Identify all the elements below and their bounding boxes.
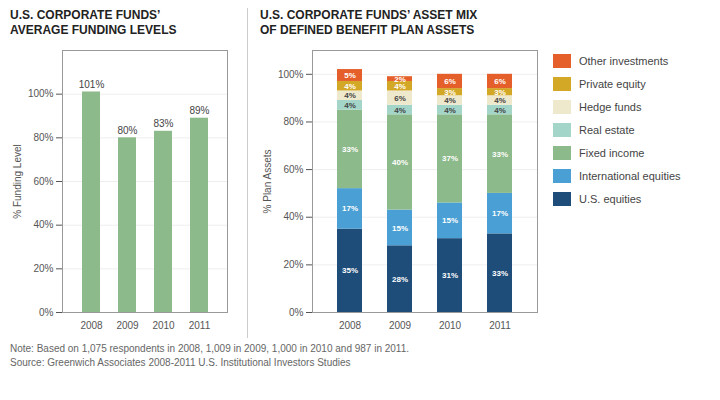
html-text:International equities: International equities (579, 170, 681, 182)
svg-text:4%: 4% (494, 96, 506, 105)
svg-text:0%: 0% (39, 307, 54, 318)
svg-text:20%: 20% (33, 263, 53, 274)
svg-text:2011: 2011 (489, 320, 511, 331)
svg-text:% Funding Level: % Funding Level (12, 144, 23, 219)
svg-text:2011: 2011 (189, 320, 211, 331)
svg-text:4%: 4% (494, 106, 506, 115)
svg-text:33%: 33% (492, 269, 508, 278)
svg-text:80%: 80% (117, 125, 137, 136)
svg-text:3%: 3% (494, 88, 506, 97)
svg-text:% Plan Assets: % Plan Assets (262, 150, 273, 214)
svg-text:4%: 4% (344, 101, 356, 110)
svg-text:4%: 4% (444, 96, 456, 105)
svg-text:83%: 83% (153, 118, 173, 129)
svg-text:35%: 35% (342, 266, 358, 275)
svg-text:2010: 2010 (152, 320, 175, 331)
html-text:Fixed income: Fixed income (579, 147, 645, 159)
svg-text:4%: 4% (394, 106, 406, 115)
svg-text:6%: 6% (494, 77, 506, 86)
svg-text:4%: 4% (394, 81, 406, 91)
html-text:U.S. equities: U.S. equities (579, 193, 642, 205)
svg-text:89%: 89% (189, 105, 209, 116)
svg-text:100%: 100% (278, 69, 304, 80)
svg-text:80%: 80% (283, 116, 303, 127)
svg-text:0%: 0% (289, 307, 304, 318)
html-text:Source: Greenwich Associates 2: Source: Greenwich Associates 2008-2011 U… (10, 357, 351, 368)
svg-text:33%: 33% (492, 150, 508, 159)
svg-text:28%: 28% (392, 275, 408, 284)
html-text:Real estate: Real estate (579, 124, 635, 136)
svg-text:5%: 5% (344, 71, 356, 80)
svg-text:2008: 2008 (339, 320, 362, 331)
html-text:OF DEFINED BENEFIT PLAN ASSETS: OF DEFINED BENEFIT PLAN ASSETS (260, 23, 475, 37)
svg-text:17%: 17% (342, 204, 358, 213)
svg-text:20%: 20% (283, 259, 303, 270)
svg-text:80%: 80% (33, 132, 53, 143)
svg-text:2009: 2009 (116, 320, 139, 331)
svg-text:4%: 4% (444, 106, 456, 115)
svg-text:15%: 15% (392, 224, 408, 233)
svg-text:31%: 31% (442, 271, 458, 280)
svg-text:60%: 60% (283, 164, 303, 175)
svg-text:33%: 33% (342, 145, 358, 154)
html-text:Other investments: Other investments (579, 55, 669, 67)
svg-text:4%: 4% (344, 91, 356, 100)
html-text:Private equity: Private equity (579, 78, 646, 90)
svg-text:100%: 100% (28, 88, 54, 99)
html-text:Note: Based on 1,075 responden: Note: Based on 1,075 respondents in 2008… (10, 343, 409, 354)
html-text:U.S. CORPORATE FUNDS’: U.S. CORPORATE FUNDS’ (10, 8, 161, 22)
svg-text:40%: 40% (283, 211, 303, 222)
svg-text:15%: 15% (442, 216, 458, 225)
svg-text:2008: 2008 (80, 320, 103, 331)
html-text:U.S. CORPORATE FUNDS’ ASSET MI: U.S. CORPORATE FUNDS’ ASSET MIX (260, 8, 478, 22)
svg-text:2010: 2010 (439, 320, 462, 331)
svg-text:101%: 101% (79, 79, 105, 90)
svg-text:2%: 2% (394, 75, 406, 84)
svg-text:4%: 4% (344, 82, 356, 91)
svg-text:6%: 6% (394, 94, 406, 103)
html-text:Hedge funds: Hedge funds (579, 101, 642, 113)
svg-text:17%: 17% (492, 209, 508, 218)
svg-text:2009: 2009 (389, 320, 412, 331)
svg-text:37%: 37% (442, 154, 458, 163)
svg-text:3%: 3% (444, 88, 456, 97)
svg-text:60%: 60% (33, 176, 53, 187)
svg-text:40%: 40% (33, 219, 53, 230)
svg-text:40%: 40% (392, 158, 408, 167)
html-text:AVERAGE FUNDING LEVELS: AVERAGE FUNDING LEVELS (10, 23, 177, 37)
svg-text:6%: 6% (444, 77, 456, 86)
